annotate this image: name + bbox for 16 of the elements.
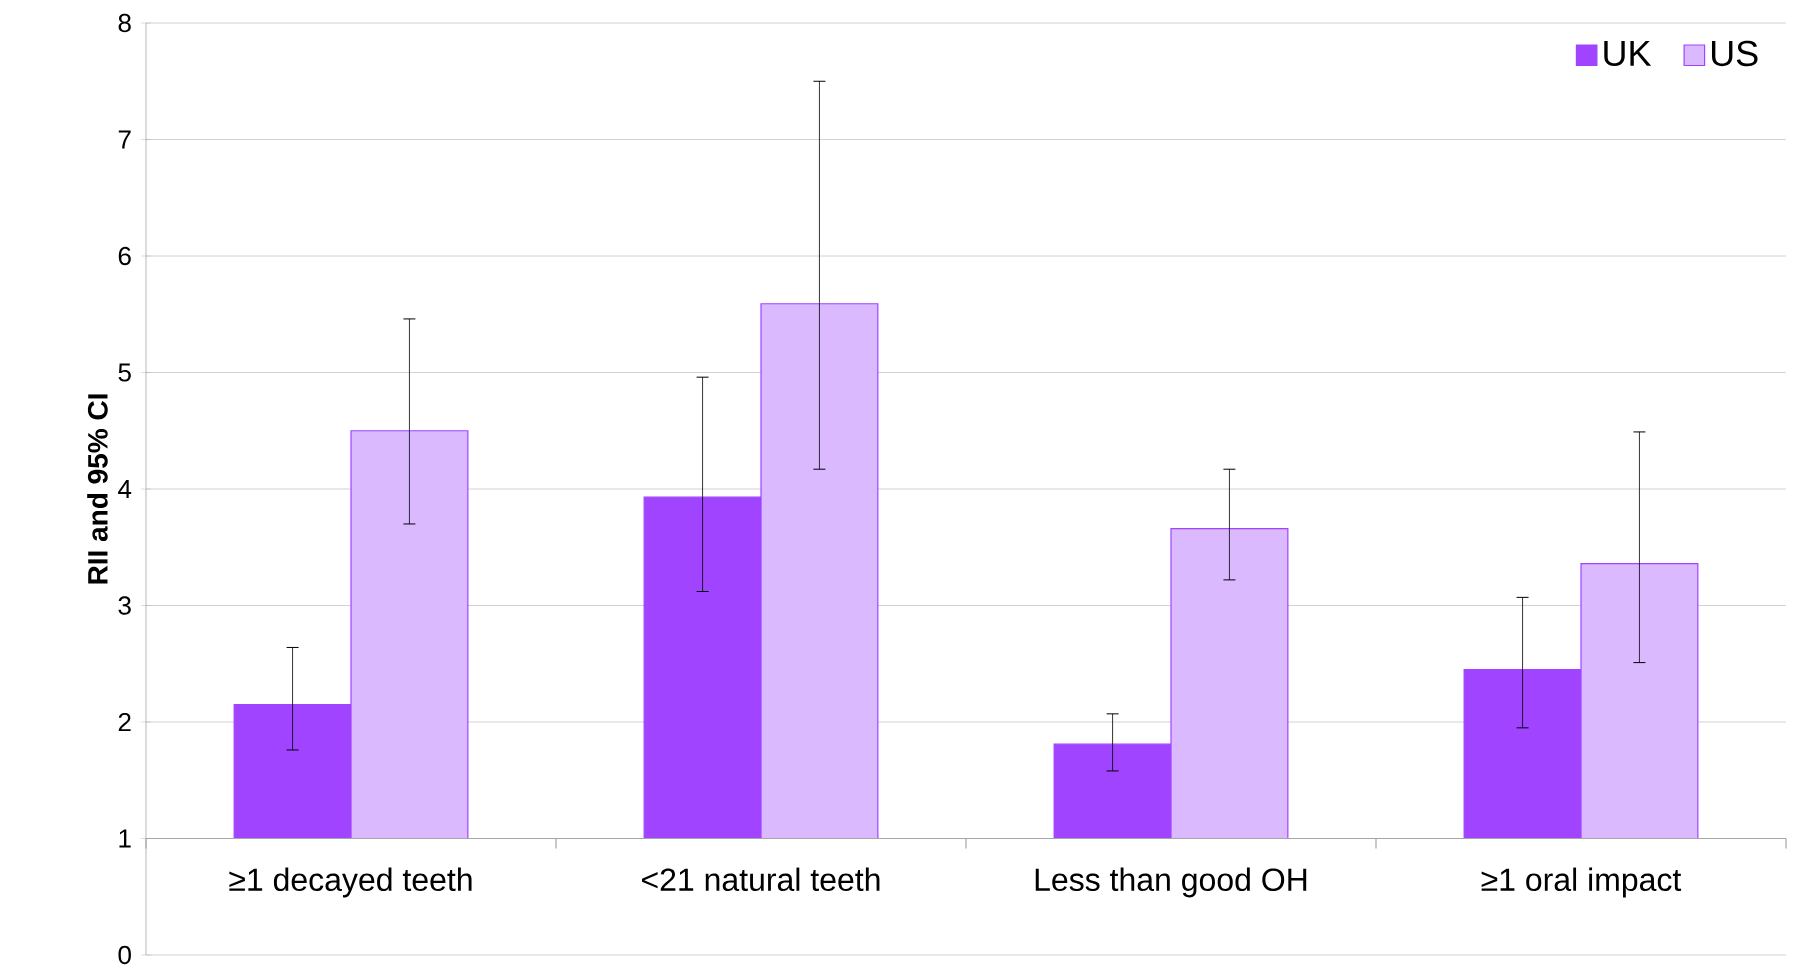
y-tick-label: 5 bbox=[118, 363, 131, 382]
y-tick-label: 6 bbox=[118, 246, 131, 266]
y-tick-label: 7 bbox=[118, 130, 131, 149]
y-tick-label: 2 bbox=[118, 712, 131, 732]
x-tick-label: <21 natural teeth bbox=[642, 867, 880, 892]
legend-label: UK bbox=[1604, 40, 1652, 67]
x-tick-label: ≥1 decayed teeth bbox=[229, 867, 472, 898]
legend-label: US bbox=[1711, 40, 1758, 67]
y-tick-label: 8 bbox=[118, 13, 131, 33]
x-tick-label: Less than good OH bbox=[1035, 867, 1307, 898]
x-tick-label: ≥1 oral impact bbox=[1481, 867, 1682, 898]
y-axis-title: RII and 95% CI bbox=[87, 394, 108, 584]
y-tick-label: 1 bbox=[119, 829, 131, 848]
y-tick-label: 3 bbox=[118, 596, 131, 615]
y-tick-label: 4 bbox=[118, 480, 132, 498]
y-tick-label: 0 bbox=[118, 945, 131, 965]
